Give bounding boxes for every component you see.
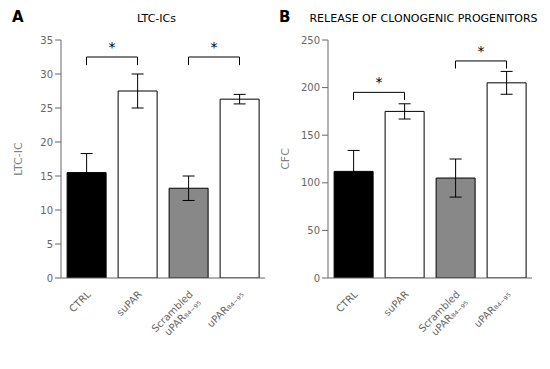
svg-text:20: 20: [40, 137, 53, 148]
svg-text:*: *: [478, 43, 485, 59]
svg-text:suPAR: suPAR: [114, 289, 144, 319]
svg-text:ScrambleduPAR₈₄₋₉₅: ScrambleduPAR₈₄₋₉₅: [149, 289, 203, 343]
svg-text:5: 5: [47, 239, 53, 250]
svg-text:*: *: [211, 39, 218, 55]
svg-text:10: 10: [40, 205, 53, 216]
svg-text:0: 0: [314, 273, 320, 284]
svg-text:30: 30: [40, 69, 53, 80]
svg-text:200: 200: [301, 82, 320, 93]
svg-text:50: 50: [307, 225, 320, 236]
svg-text:0: 0: [47, 273, 53, 284]
svg-text:250: 250: [301, 35, 320, 46]
svg-text:15: 15: [40, 171, 53, 182]
html-text:B: B: [279, 8, 291, 26]
svg-text:uPAR₈₄₋₉₅: uPAR₈₄₋₉₅: [472, 289, 513, 330]
svg-text:*: *: [109, 39, 116, 55]
html-text:A: A: [12, 8, 24, 26]
svg-text:25: 25: [40, 103, 53, 114]
svg-text:LTC-IC: LTC-IC: [12, 142, 25, 176]
html-text:LTC-ICs: LTC-ICs: [137, 12, 176, 25]
svg-text:*: *: [376, 74, 383, 90]
svg-text:CFC: CFC: [279, 148, 292, 170]
svg-text:ScrambleduPAR₈₄₋₉₅: ScrambleduPAR₈₄₋₉₅: [416, 289, 470, 343]
svg-text:CTRL: CTRL: [67, 288, 93, 314]
svg-text:CTRL: CTRL: [334, 288, 360, 314]
svg-text:35: 35: [40, 35, 53, 46]
svg-text:100: 100: [301, 177, 320, 188]
svg-text:uPAR₈₄₋₉₅: uPAR₈₄₋₉₅: [205, 289, 246, 330]
svg-text:150: 150: [301, 130, 320, 141]
html-text:RELEASE OF CLONOGENIC PROGENIT: RELEASE OF CLONOGENIC PROGENITORS: [309, 12, 538, 25]
svg-text:suPAR: suPAR: [381, 289, 411, 319]
